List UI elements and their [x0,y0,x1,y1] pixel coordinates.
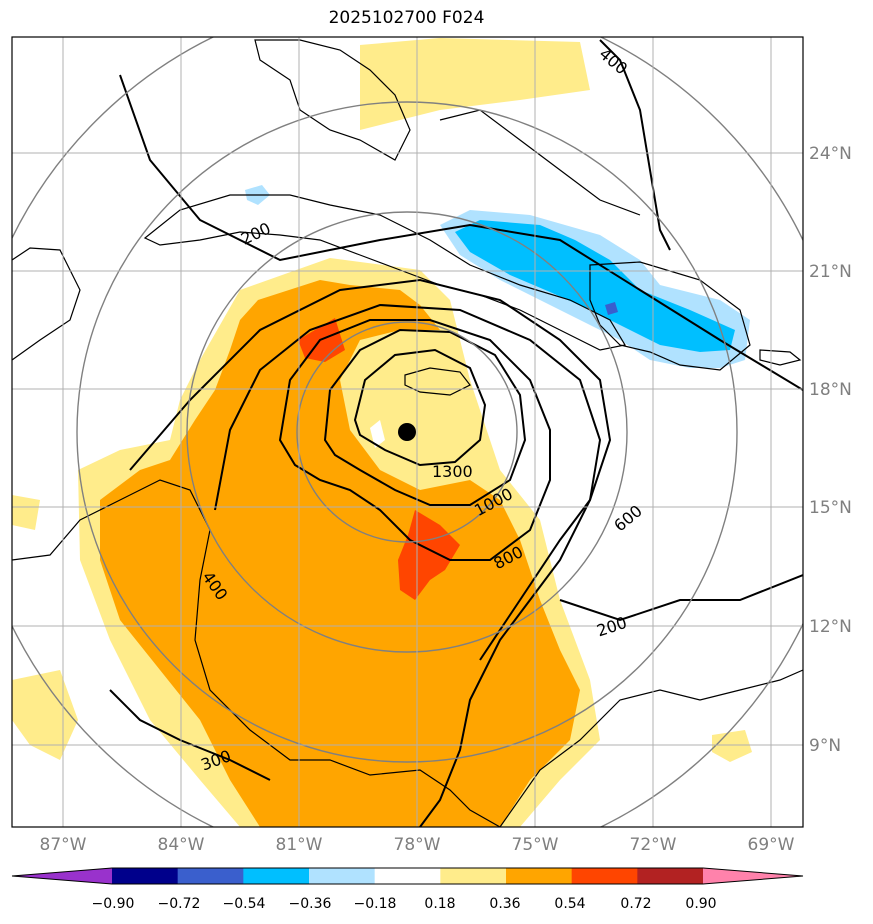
colorbar-extend-high [703,868,803,884]
contour-800 [278,319,551,561]
colorbar-swatch [440,868,507,884]
colorbar-tick-label: −0.72 [158,896,201,912]
colorbar-tick-label: −0.90 [92,896,135,912]
contour-200-north [119,74,803,391]
shaded-field [12,38,752,827]
colorbar-extend-low [12,868,112,884]
yellow-shade-east [712,730,752,762]
purple-shade-dot [605,302,618,315]
central-america-coast [12,479,501,827]
lat-label: 15°N [809,498,852,518]
colorbar-tick-label: −0.54 [223,896,266,912]
map-frame [11,36,804,828]
contour-label: 200 [594,613,629,641]
yellow-shade-north [360,38,590,130]
coastlines [12,39,803,827]
map-title: 2025102700 F024 [328,8,485,28]
lon-axis-labels: 87°W 84°W 81°W 78°W 75°W 72°W 69°W [40,835,795,855]
south-america-coast [499,669,803,827]
colorbar-swatch [243,868,310,884]
contour-label: 600 [610,501,646,535]
contour-1000 [323,328,527,506]
colorbar-swatch [112,868,179,884]
lon-label: 84°W [158,835,205,855]
lat-label: 9°N [809,736,841,756]
colorbar-tick-label: −0.18 [354,896,397,912]
lat-label: 24°N [809,144,852,164]
lon-label: 87°W [40,835,87,855]
contour-1300 [353,348,487,467]
puerto-rico [759,349,802,366]
contour-400-north [599,39,671,251]
lat-axis-labels: 24°N 21°N 18°N 15°N 12°N 9°N [809,144,852,756]
colorbar-tick-label: 0.18 [424,896,455,912]
yucatan-coast [12,247,81,361]
blue-shade [455,220,735,352]
range-ring-1 [296,321,518,543]
contour-400 [129,278,612,827]
storm-center-marker [398,423,416,441]
yellow-shade-west-small [12,495,40,530]
lon-label: 75°W [512,835,559,855]
colorbar-swatch [637,868,704,884]
colorbar-swatch [506,868,573,884]
contour-300-sw [109,689,271,781]
colorbar-swatch [571,868,638,884]
range-rings [12,37,803,827]
contour-label: 1300 [432,462,473,481]
lat-label: 18°N [809,380,852,400]
range-ring-3 [76,101,738,763]
colorbar-tick-label: −0.36 [289,896,332,912]
red-shade-south [398,510,460,600]
colorbar-swatch [309,868,376,884]
florida-coast [254,39,411,161]
grid-lines [12,37,803,827]
contour-200-south [559,574,803,622]
colorbar-swatch [177,868,244,884]
colorbar-tick-labels: −0.90 −0.72 −0.54 −0.36 −0.18 0.18 0.36 … [92,896,717,912]
contour-600 [214,303,602,661]
contours [109,39,803,827]
bahamas [439,109,641,216]
lat-label: 12°N [809,617,852,637]
colorbar-tick-label: 0.54 [554,896,585,912]
lon-label: 69°W [748,835,795,855]
lon-label: 78°W [394,835,441,855]
lon-label: 72°W [630,835,677,855]
colorbar [11,867,804,885]
colorbar-tick-label: 0.36 [489,896,520,912]
contour-label: 200 [238,219,274,249]
white-eye-hole [370,420,385,448]
jamaica-coast [404,367,471,396]
lat-label: 21°N [809,262,852,282]
colorbar-outline [11,867,804,885]
colorbar-swatch [374,868,441,884]
cuba-coast [143,194,626,351]
hispaniola-coast [589,261,751,371]
lon-label: 81°W [276,835,323,855]
colorbar-tick-label: 0.90 [685,896,716,912]
range-ring-2 [186,211,628,653]
colorbar-tick-label: 0.72 [620,896,651,912]
yellow-shade-west [12,670,78,760]
orange-shade-main [100,280,580,827]
